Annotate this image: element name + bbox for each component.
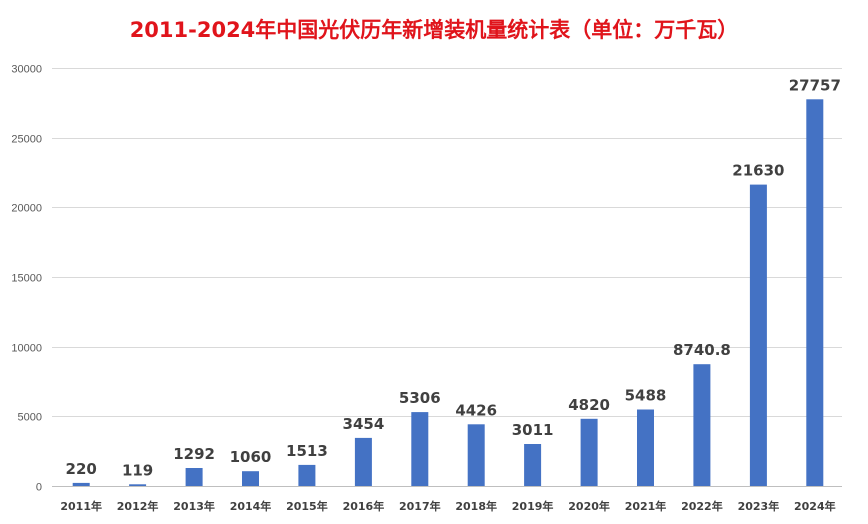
x-tick-label: 2021年 xyxy=(625,499,667,513)
x-tick-label: 2015年 xyxy=(286,499,328,513)
data-label: 27757 xyxy=(789,76,841,94)
bar xyxy=(242,471,259,486)
y-tick-label: 20000 xyxy=(11,203,42,215)
x-tick-label: 2022年 xyxy=(681,499,723,513)
y-tick-label: 5000 xyxy=(18,412,42,424)
data-label: 3011 xyxy=(512,421,554,439)
x-tick-label: 2017年 xyxy=(399,499,441,513)
y-tick-label: 15000 xyxy=(11,273,42,285)
bar xyxy=(693,364,711,486)
data-label: 3454 xyxy=(343,415,385,433)
data-labels: 220 119 1292 1060 1513 3454 5306 4426 3011 4820 54… xyxy=(66,76,841,479)
data-label: 5488 xyxy=(625,387,667,405)
bar xyxy=(354,437,372,486)
x-tick-label: 2024年 xyxy=(794,499,836,513)
x-axis-ticks: 2011年 2012年 2013年 2014年 2015年 2016年 2017年 2018年… xyxy=(60,499,835,513)
y-tick-label: 30000 xyxy=(11,64,42,76)
bar xyxy=(298,464,316,486)
x-tick-label: 2011年 xyxy=(60,499,102,513)
bar xyxy=(580,418,598,486)
data-label: 1060 xyxy=(230,448,272,466)
bar xyxy=(72,482,90,486)
data-label: 119 xyxy=(122,461,153,479)
y-tick-label: 10000 xyxy=(11,343,42,355)
bar xyxy=(411,412,429,486)
bars xyxy=(72,99,824,487)
data-label: 1513 xyxy=(286,442,328,460)
y-axis-ticks: 0 5000 10000 15000 20000 25000 30000 xyxy=(11,64,42,494)
x-tick-label: 2014年 xyxy=(230,499,272,513)
bar xyxy=(185,468,203,486)
bar xyxy=(129,484,147,486)
bar xyxy=(637,409,654,486)
x-tick-label: 2018年 xyxy=(455,499,497,513)
data-label: 5306 xyxy=(399,389,441,407)
bar xyxy=(467,424,485,486)
x-tick-label: 2023年 xyxy=(738,499,780,513)
y-tick-label: 0 xyxy=(36,482,42,494)
grid-layer xyxy=(52,68,842,487)
bar xyxy=(524,444,542,486)
bar xyxy=(806,99,824,487)
data-label: 1292 xyxy=(173,445,215,463)
x-tick-label: 2013年 xyxy=(173,499,215,513)
bar xyxy=(749,184,767,486)
x-tick-label: 2016年 xyxy=(343,499,385,513)
data-label: 4820 xyxy=(568,396,610,414)
data-label: 4426 xyxy=(455,401,497,419)
x-tick-label: 2012年 xyxy=(117,499,159,513)
data-label: 8740.8 xyxy=(673,341,731,359)
x-tick-label: 2020年 xyxy=(568,499,610,513)
data-label: 220 xyxy=(66,460,97,478)
data-label: 21630 xyxy=(732,162,784,180)
x-tick-label: 2019年 xyxy=(512,499,554,513)
y-tick-label: 25000 xyxy=(11,134,42,146)
chart-title: 2011-2024年中国光伏历年新增装机量统计表（单位：万千瓦） xyxy=(129,18,739,42)
